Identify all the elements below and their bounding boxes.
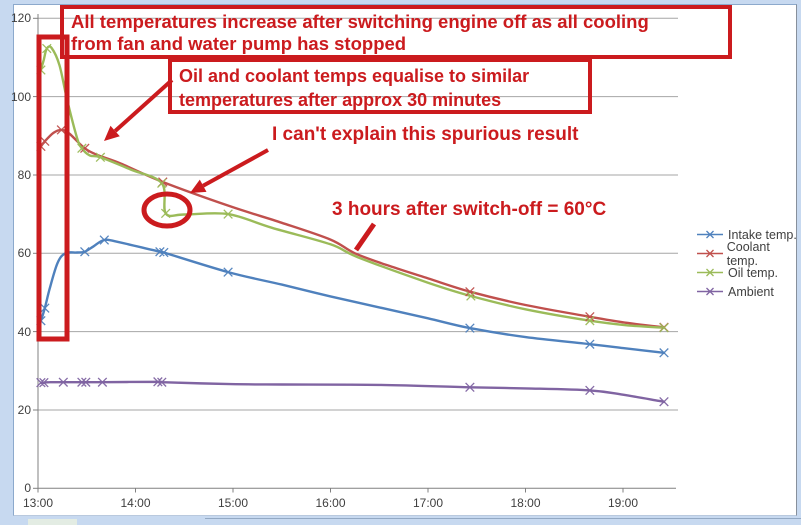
x-tick-label: 13:00: [22, 496, 54, 510]
legend-label: Coolant temp.: [726, 239, 770, 268]
legend-item: Oil temp.: [697, 263, 801, 282]
legend-swatch-line-x-marker: [697, 249, 723, 258]
y-tick-label: 80: [17, 167, 31, 182]
legend-item: Intake temp.: [697, 225, 801, 244]
y-tick-label: 60: [17, 246, 31, 261]
legend-item: Ambient: [697, 282, 801, 301]
x-tick-label: 18:00: [510, 496, 541, 510]
legend-label: Ambient: [728, 284, 774, 299]
annotation-box2-line1: Oil and coolant temps equalise to simila…: [179, 66, 530, 86]
annotation-box2-text: Oil and coolant temps equalise to simila…: [179, 64, 529, 112]
legend-item: Coolant temp.: [697, 240, 801, 268]
legend-swatch-line-x-marker: [697, 268, 723, 277]
x-tick-label: 17:00: [412, 496, 444, 510]
legend-label: Intake temp.: [728, 227, 797, 242]
x-tick-label: 16:00: [315, 496, 346, 510]
y-tick-label: 0: [24, 481, 31, 496]
annotation-box1-line2: from fan and water pump has stopped: [71, 33, 407, 54]
legend: Intake temp. Coolant temp. Oil temp. Ambien…: [697, 225, 801, 301]
y-tick-label: 40: [17, 324, 31, 339]
annotation-three-hours-text: 3 hours after switch-off = 60°C: [332, 199, 607, 220]
y-tick-label: 100: [10, 89, 31, 104]
annotation-box1-text: All temperatures increase after switchin…: [71, 11, 649, 55]
legend-label: Oil temp.: [728, 265, 779, 280]
annotation-spurious-text: I can't explain this spurious result: [272, 124, 579, 145]
y-tick-label: 120: [10, 11, 31, 26]
legend-swatch-line-x-marker: [697, 230, 723, 239]
x-tick-label: 15:00: [217, 496, 249, 510]
x-tick-label: 19:00: [607, 496, 639, 510]
legend-swatch-line-x-marker: [697, 287, 723, 296]
annotation-box1-line1: All temperatures increase after switchin…: [71, 11, 649, 32]
annotation-box2-line2: temperatures after approx 30 minutes: [179, 90, 502, 110]
window-bottom-edge: [205, 518, 801, 519]
y-tick-label: 20: [17, 402, 31, 417]
window-bottom-tab: [28, 519, 77, 525]
x-tick-label: 14:00: [120, 496, 151, 510]
